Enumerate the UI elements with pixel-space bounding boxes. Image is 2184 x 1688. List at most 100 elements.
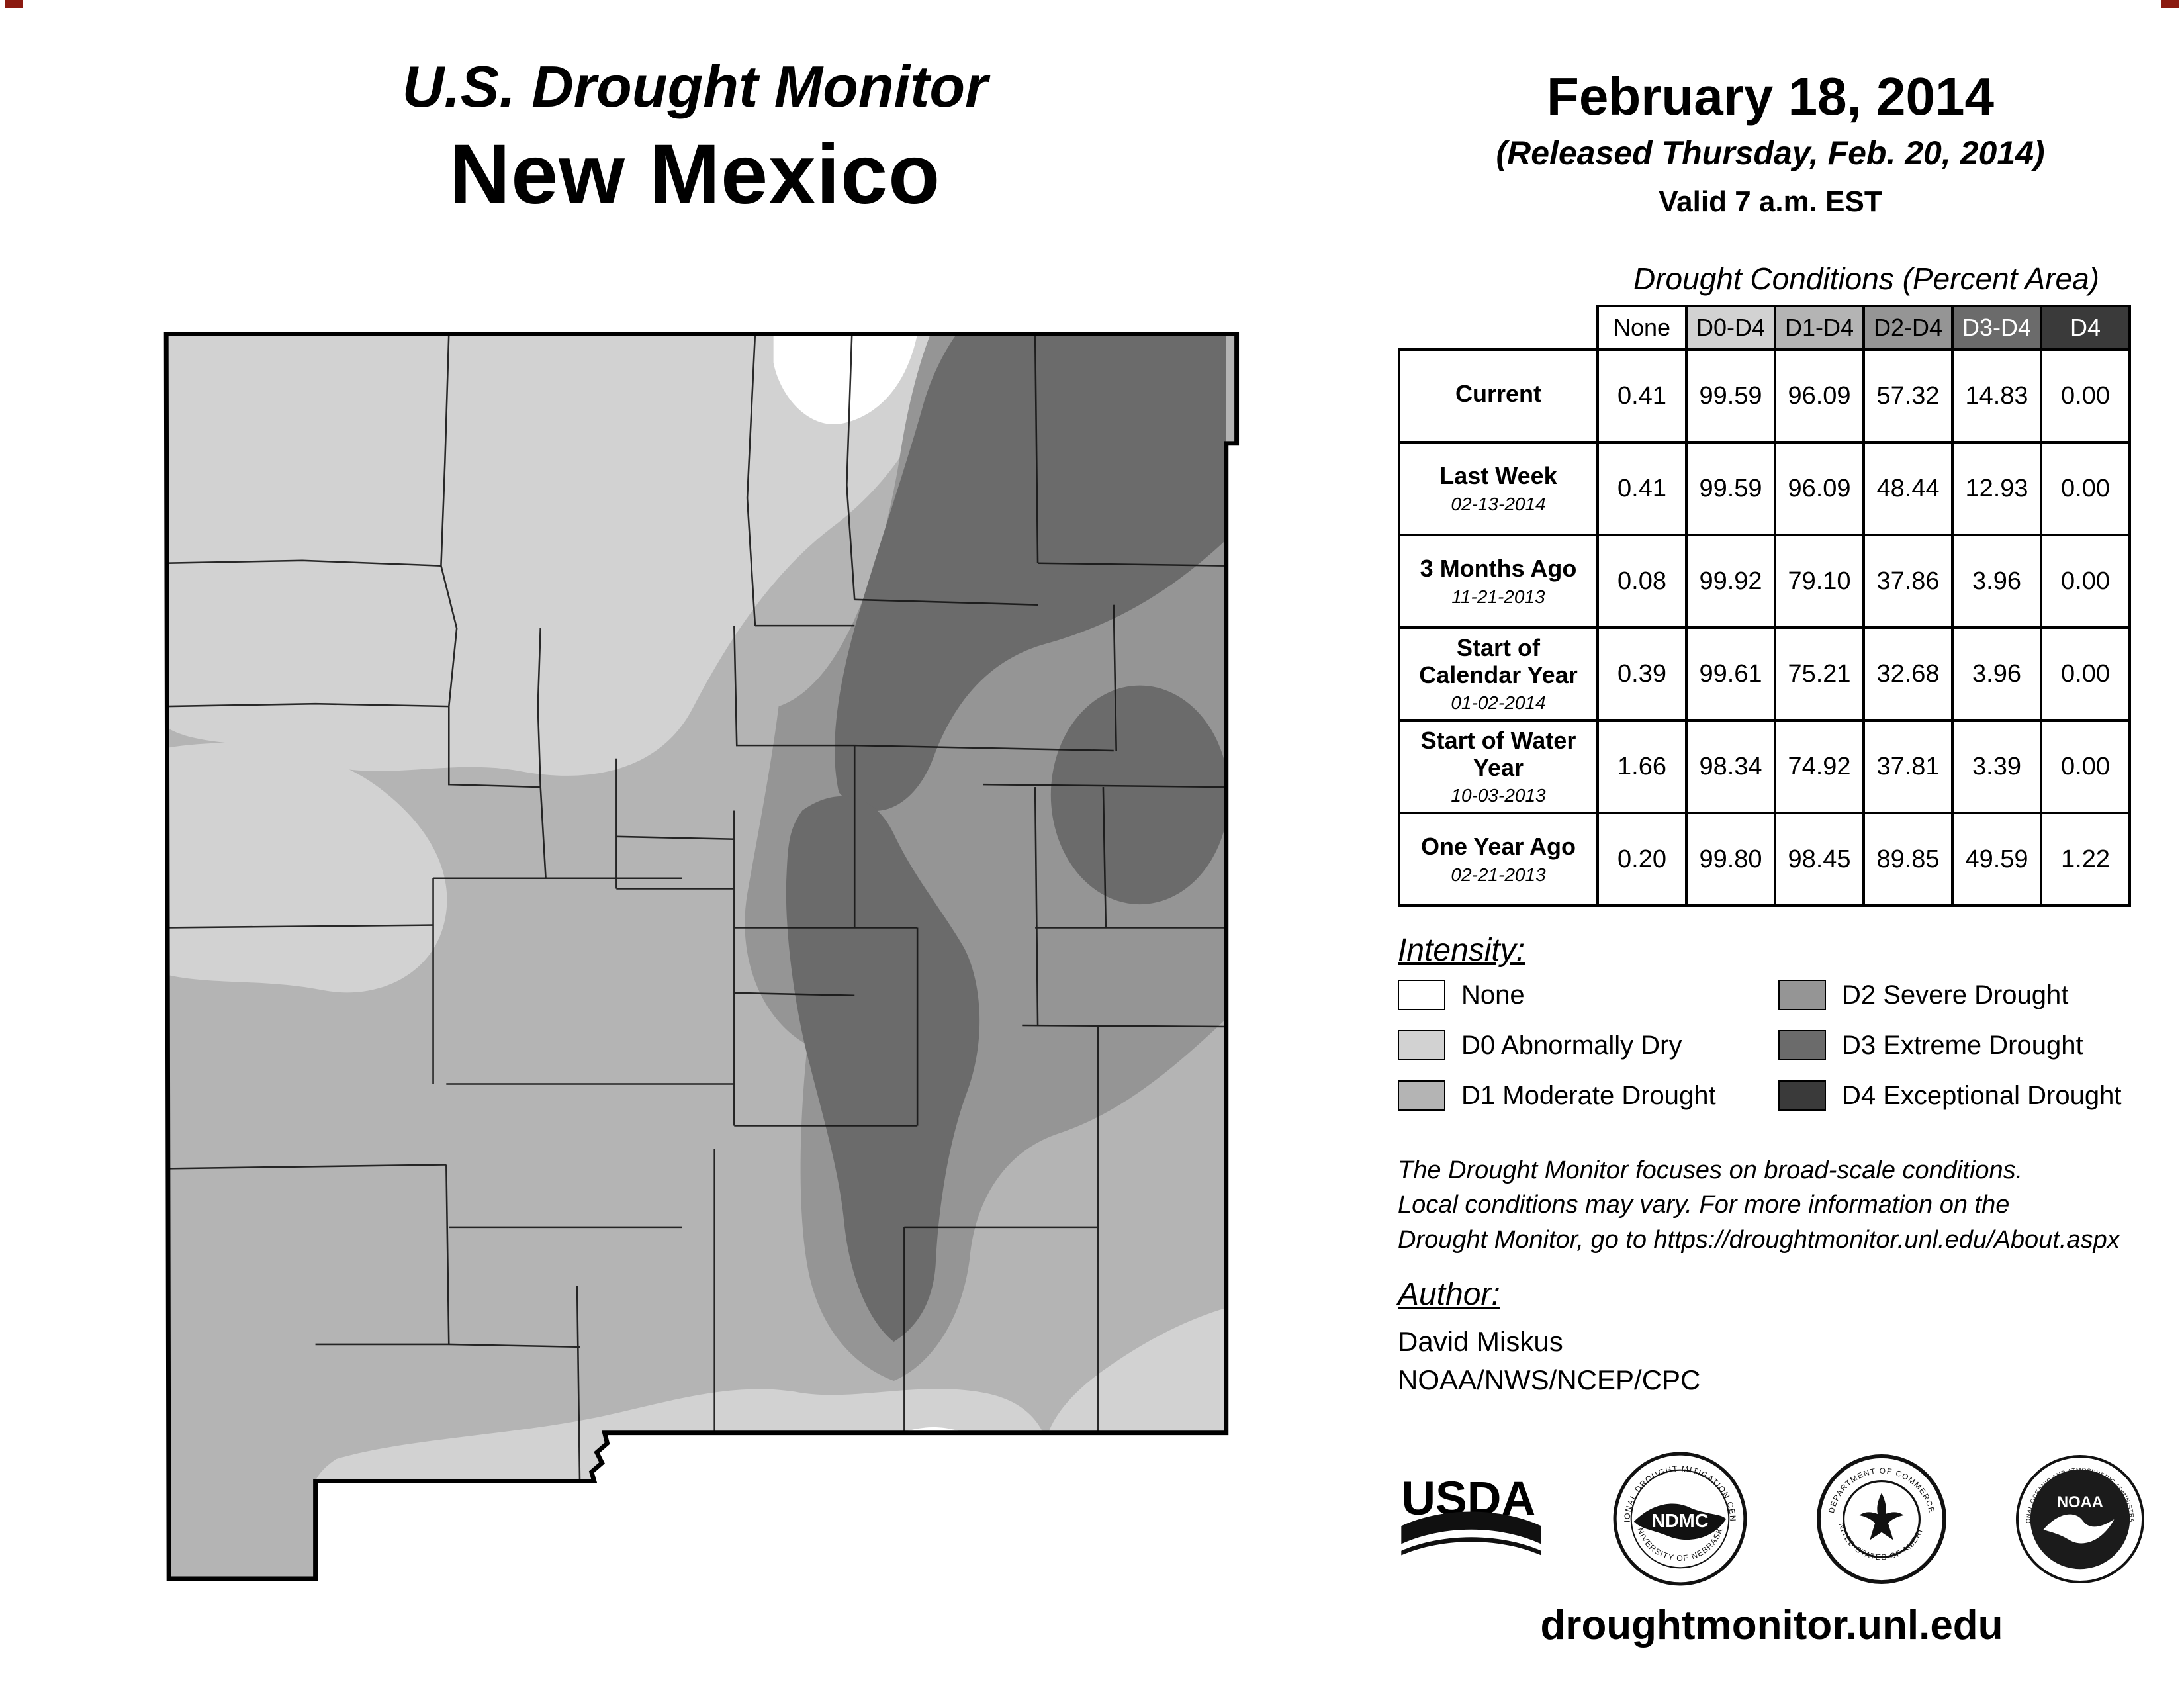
cell: 3.96: [1951, 534, 2042, 629]
legend-label: D2 Severe Drought: [1842, 980, 2069, 1009]
cell: 1.66: [1596, 719, 1688, 814]
state-border: [163, 332, 1240, 1581]
cell: 48.44: [1862, 441, 1954, 536]
row-label: Start of Calendar Year 01-02-2014: [1398, 626, 1599, 722]
cell: 0.08: [1596, 534, 1688, 629]
shade-d3-northeast: [835, 334, 1226, 811]
cell: 0.00: [2040, 348, 2131, 444]
cell: 74.92: [1774, 719, 1865, 814]
cell: 37.86: [1862, 534, 1954, 629]
legend-item-d4: D4 Exceptional Drought: [1778, 1080, 2121, 1111]
cell: 12.93: [1951, 441, 2042, 536]
legend-item-d2: D2 Severe Drought: [1778, 980, 2121, 1010]
cell: 99.92: [1685, 534, 1776, 629]
cell: 75.21: [1774, 626, 1865, 722]
noaa-wordmark: NOAA: [2057, 1493, 2103, 1511]
drought-conditions-table: None D0-D4 D1-D4 D2-D4 D3-D4 D4 Current …: [1398, 305, 2131, 907]
map-date: February 18, 2014: [1547, 67, 1994, 126]
legend-swatch-d0: [1398, 1030, 1445, 1060]
cell: 99.59: [1685, 348, 1776, 444]
cell: 14.83: [1951, 348, 2042, 444]
legend-item-none: None: [1398, 980, 1778, 1010]
legend-swatch-d1: [1398, 1080, 1445, 1111]
shade-d0-west-central: [166, 743, 447, 993]
cell: 99.59: [1685, 441, 1776, 536]
legend-swatch-d2: [1778, 980, 1826, 1010]
report-title: U.S. Drought Monitor: [402, 54, 988, 119]
shade-none-top-center: [773, 334, 918, 424]
col-header-d0d4: D0-D4: [1685, 305, 1776, 351]
row-label: One Year Ago 02-21-2013: [1398, 812, 1599, 907]
cell: 0.20: [1596, 812, 1688, 907]
cell: 0.00: [2040, 626, 2131, 722]
legend-item-d0: D0 Abnormally Dry: [1398, 1030, 1778, 1060]
cell: 49.59: [1951, 812, 2042, 907]
author-block: Author: David Miskus NOAA/NWS/NCEP/CPC: [1398, 1276, 1700, 1396]
legend-item-d3: D3 Extreme Drought: [1778, 1030, 2121, 1060]
author-organization: NOAA/NWS/NCEP/CPC: [1398, 1364, 1701, 1395]
legend-label: D0 Abnormally Dry: [1461, 1030, 1682, 1060]
cell: 3.96: [1951, 626, 2042, 722]
cell: 96.09: [1774, 441, 1865, 536]
col-header-d3d4: D3-D4: [1951, 305, 2042, 351]
cell: 0.00: [2040, 534, 2131, 629]
col-header-d2d4: D2-D4: [1862, 305, 1954, 351]
shade-d0-southeast-corner: [1048, 1307, 1226, 1433]
cell: 99.61: [1685, 626, 1776, 722]
legend-title: Intensity:: [1398, 933, 1525, 968]
row-label: 3 Months Ago 11-21-2013: [1398, 534, 1599, 629]
county-borders: [166, 334, 1226, 1481]
table-row-start-water-year: Start of Water Year 10-03-2013 1.66 98.34…: [1398, 719, 2131, 814]
corner-mark-right: [2161, 0, 2179, 8]
cell: 98.45: [1774, 812, 1865, 907]
doc-eagle: [1858, 1492, 1904, 1540]
cell: 98.34: [1685, 719, 1776, 814]
author-name: David Miskus: [1398, 1326, 1563, 1357]
site-url: droughtmonitor.unl.edu: [1540, 1603, 2003, 1648]
disclaimer-text: The Drought Monitor focuses on broad-sca…: [1398, 1153, 2165, 1257]
usda-swoosh-line: [1401, 1536, 1541, 1556]
col-header-d4: D4: [2040, 305, 2131, 351]
usda-swoosh: [1401, 1511, 1541, 1544]
author-heading: Author:: [1398, 1277, 1500, 1312]
legend-label: D4 Exceptional Drought: [1842, 1080, 2122, 1110]
disclaimer-line: The Drought Monitor focuses on broad-sca…: [1398, 1156, 2023, 1184]
legend-swatch-d3: [1778, 1030, 1826, 1060]
drought-shading: [166, 334, 1237, 1579]
shade-d3-central-band: [786, 796, 980, 1342]
cell: 0.00: [2040, 719, 2131, 814]
cell: 0.00: [2040, 441, 2131, 536]
usda-logo: USDA: [1401, 1472, 1541, 1556]
title-block: U.S. Drought Monitor New Mexico: [119, 53, 1271, 223]
table-corner-cell: [1399, 306, 1598, 350]
legend-label: None: [1461, 980, 1525, 1009]
cell: 89.85: [1862, 812, 1954, 907]
legend-label: D3 Extreme Drought: [1842, 1030, 2083, 1060]
disclaimer-line: Drought Monitor, go to https://droughtmo…: [1398, 1225, 2120, 1254]
noaa-logo: NATIONAL OCEANIC AND ATMOSPHERIC ADMINIS…: [2015, 1454, 2145, 1583]
cell: 3.39: [1951, 719, 2042, 814]
row-label: Start of Water Year 10-03-2013: [1398, 719, 1599, 814]
table-row-current: Current 0.41 99.59 96.09 57.32 14.83 0.0…: [1398, 348, 2131, 444]
table-row-one-year-ago: One Year Ago 02-21-2013 0.20 99.80 98.45 …: [1398, 812, 2131, 907]
ndmc-center-wave: [1634, 1503, 1727, 1540]
col-header-none: None: [1596, 305, 1688, 351]
cell: 79.10: [1774, 534, 1865, 629]
table-row-start-calendar-year: Start of Calendar Year 01-02-2014 0.39 99…: [1398, 626, 2131, 722]
disclaimer-line: Local conditions may vary. For more info…: [1398, 1191, 2010, 1219]
department-of-commerce-seal: DEPARTMENT OF COMMERCE UNITED STATES OF …: [1816, 1454, 1946, 1584]
date-block: February 18, 2014 (Released Thursday, Fe…: [1423, 66, 2118, 218]
noaa-bird: [2043, 1514, 2115, 1544]
shade-d3-east-blob: [1050, 685, 1229, 905]
valid-time: Valid 7 a.m. EST: [1659, 185, 1882, 218]
logo-row: USDA NATIONAL DROUGHT MITIGATION CENTER …: [1398, 1451, 2146, 1587]
table-row-last-week: Last Week 02-13-2014 0.41 99.59 96.09 48.…: [1398, 441, 2131, 536]
col-header-d1d4: D1-D4: [1774, 305, 1865, 351]
row-label: Current: [1398, 348, 1599, 444]
cell: 57.32: [1862, 348, 1954, 444]
legend-item-d1: D1 Moderate Drought: [1398, 1080, 1778, 1111]
row-label: Last Week 02-13-2014: [1398, 441, 1599, 536]
legend-swatch-d4: [1778, 1080, 1826, 1111]
shade-d0-northwest: [166, 334, 957, 776]
cell: 32.68: [1862, 626, 1954, 722]
